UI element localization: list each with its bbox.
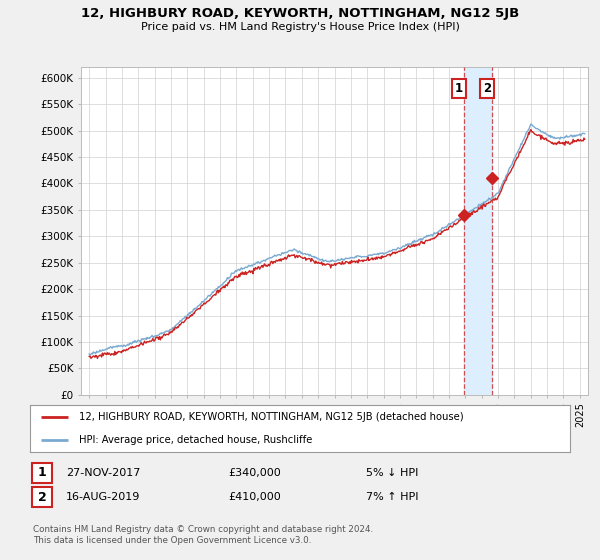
Text: 1: 1	[455, 82, 463, 95]
Text: 16-AUG-2019: 16-AUG-2019	[66, 492, 140, 502]
Text: 12, HIGHBURY ROAD, KEYWORTH, NOTTINGHAM, NG12 5JB (detached house): 12, HIGHBURY ROAD, KEYWORTH, NOTTINGHAM,…	[79, 412, 463, 422]
Text: 27-NOV-2017: 27-NOV-2017	[66, 468, 140, 478]
Text: £340,000: £340,000	[228, 468, 281, 478]
Text: £410,000: £410,000	[228, 492, 281, 502]
Text: 1: 1	[38, 466, 46, 479]
Bar	[464, 67, 492, 395]
Text: Price paid vs. HM Land Registry's House Price Index (HPI): Price paid vs. HM Land Registry's House …	[140, 22, 460, 32]
Text: 12, HIGHBURY ROAD, KEYWORTH, NOTTINGHAM, NG12 5JB: 12, HIGHBURY ROAD, KEYWORTH, NOTTINGHAM,…	[81, 7, 519, 20]
Text: HPI: Average price, detached house, Rushcliffe: HPI: Average price, detached house, Rush…	[79, 435, 312, 445]
Text: Contains HM Land Registry data © Crown copyright and database right 2024.
This d: Contains HM Land Registry data © Crown c…	[33, 525, 373, 545]
Text: 2: 2	[38, 491, 46, 504]
Text: 2: 2	[483, 82, 491, 95]
Text: 7% ↑ HPI: 7% ↑ HPI	[366, 492, 419, 502]
Text: 5% ↓ HPI: 5% ↓ HPI	[366, 468, 418, 478]
